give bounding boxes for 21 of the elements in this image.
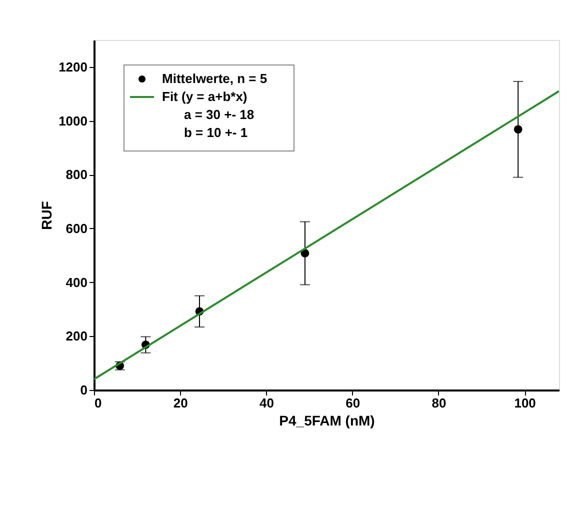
point [514,125,522,134]
annotation: a = 30 +- 18 [184,107,254,122]
x-tick-label: 40 [259,396,274,410]
y-tick-label: 0 [80,382,88,398]
y-tick-label: 1200 [58,59,88,74]
x-tick-label: 20 [173,396,188,410]
x-tick-label: 100 [514,396,536,410]
legend-label: Mittelwerte, n = 5 [162,71,268,86]
legend-label: Fit (y = a+b*x) [162,89,248,104]
y-tick-label: 1000 [58,113,88,128]
y-tick-label: 800 [66,167,88,182]
y-tick-label: 400 [66,274,88,290]
x-axis-title: P4_5FAM (nM) [279,412,375,428]
x-tick-label: 80 [432,396,446,410]
y-tick-label: 600 [66,220,88,236]
x-tick-label: 0 [94,396,102,410]
annotation: b = 10 +- 1 [184,125,248,140]
y-tick-label: 200 [66,328,88,344]
point [300,249,310,258]
x-tick-label: 60 [346,396,360,410]
y-axis-title: RUF [38,200,55,230]
